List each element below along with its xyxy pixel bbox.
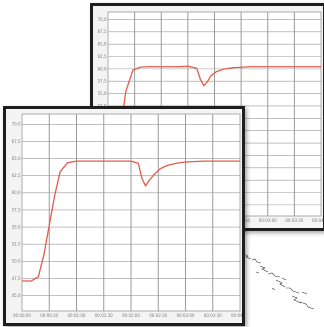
- front-chart-panel: 00:00:00 00:00:30 00:01:00 00:01:30 00:02:00…: [3, 106, 245, 326]
- front-y-tick-label: 55,0: [12, 224, 21, 229]
- front-y-tick-label: 57,5: [12, 207, 21, 212]
- front-y-tick-label: 67,5: [12, 139, 21, 144]
- scribble-marks: [243, 253, 315, 310]
- front-x-tick-label: 00:03:30: [204, 313, 222, 318]
- front-y-tick-label: 60,0: [12, 190, 21, 195]
- back-y-tick-label: 55,0: [98, 91, 107, 96]
- front-y-tick-label: 52,5: [12, 242, 21, 247]
- front-x-tick-label: 00:01:30: [95, 313, 113, 318]
- front-series-line: [22, 160, 240, 282]
- front-x-tick-label: 00:00:30: [40, 313, 58, 318]
- front-y-tick-label: 50,0: [12, 259, 21, 264]
- front-x-tick-label: 00:02:00: [122, 313, 140, 318]
- back-y-tick-label: 52,5: [98, 103, 107, 108]
- front-y-tick-label: 70,0: [12, 122, 21, 127]
- back-y-tick-label: 67,5: [98, 29, 107, 34]
- front-x-tick-label: 00:03:00: [177, 313, 195, 318]
- back-x-tick-label: 00:03:30: [285, 218, 303, 223]
- front-y-tick-label: 65,0: [12, 156, 21, 161]
- front-y-tick-label: 62,5: [12, 173, 21, 178]
- back-y-tick-label: 60,0: [98, 66, 107, 71]
- front-x-tick-label: 00:01:00: [68, 313, 86, 318]
- back-y-tick-label: 70,0: [98, 17, 107, 22]
- front-y-tick-label: 45,0: [12, 293, 21, 298]
- back-x-tick-label: 00:04:00: [312, 218, 323, 223]
- front-x-tick-label: 00:00:00: [13, 313, 31, 318]
- front-line-chart: 00:00:00 00:00:30 00:01:00 00:01:30 00:02:00…: [12, 113, 242, 318]
- front-x-tick-label: 00:02:30: [149, 313, 167, 318]
- back-y-tick-label: 65,0: [98, 42, 107, 47]
- back-x-tick-label: 00:03:00: [259, 218, 277, 223]
- back-y-tick-label: 62,5: [98, 54, 107, 59]
- front-x-tick-label: 00:04:00: [231, 313, 242, 318]
- front-y-tick-label: 47,5: [12, 276, 21, 281]
- back-y-tick-label: 57,5: [98, 79, 107, 84]
